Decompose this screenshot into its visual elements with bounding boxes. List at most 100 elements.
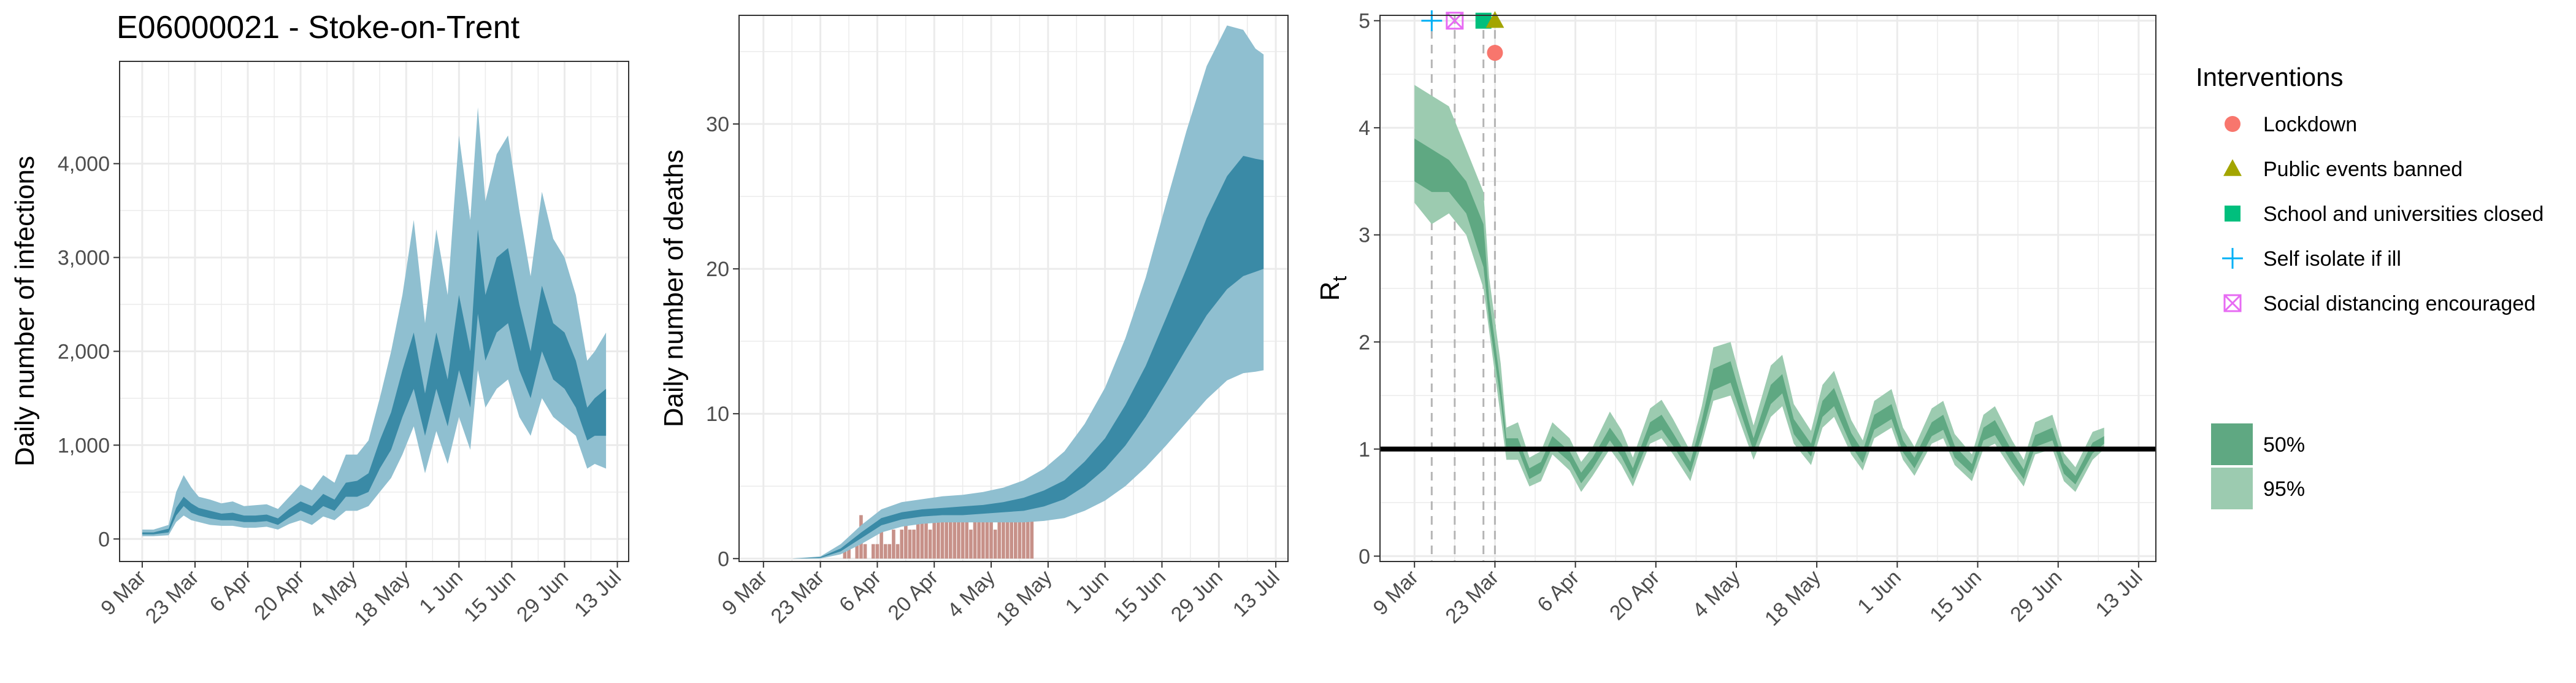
deaths-y-tick-label: 20 — [706, 258, 729, 281]
observed-deaths-bar — [1005, 515, 1010, 559]
infections-y-tick-label: 1,000 — [58, 434, 110, 457]
legend-key-public-events-banned — [2223, 159, 2242, 176]
deaths-y-axis-label: Daily number of deaths — [659, 150, 689, 427]
observed-deaths-bar — [887, 544, 892, 559]
rt-y-axis: 0 1 2 3 4 5 — [1359, 10, 1380, 568]
observed-deaths-bar — [997, 515, 1002, 559]
observed-deaths-bar — [880, 530, 883, 559]
observed-deaths-bar — [855, 544, 859, 559]
observed-deaths-bar — [895, 544, 900, 559]
observed-deaths-bar — [985, 515, 989, 559]
rt-y-axis-label: Rt — [1315, 276, 1351, 301]
deaths-y-tick-label: 30 — [706, 113, 729, 136]
observed-deaths-bar — [981, 500, 985, 559]
legend-label: Public events banned — [2263, 158, 2463, 181]
chart-title: E06000021 - Stoke-on-Trent — [117, 10, 520, 45]
observed-deaths-bar — [928, 530, 932, 559]
observed-deaths-bar — [973, 515, 977, 559]
rt-x-tick-label: 18 May — [1760, 566, 1825, 631]
observed-deaths-bar — [937, 515, 940, 559]
legend-interventions-title: Interventions — [2196, 63, 2343, 91]
legend: Interventions Lockdown Public events bann… — [2196, 63, 2543, 509]
infections-y-axis: 0 1,000 2,000 3,000 4,000 — [58, 153, 120, 551]
legend-key-lockdown — [2225, 116, 2241, 132]
legend-key-band-50 — [2211, 423, 2253, 465]
rt-panel: 0 1 2 3 4 5 9 Mar 23 Mar 6 Apr 20 Apr 4 May 18 May… — [1315, 10, 2156, 630]
legend-label: Lockdown — [2263, 113, 2357, 136]
observed-deaths-bar — [977, 515, 981, 559]
rt-x-tick-label: 15 Jun — [1925, 566, 1986, 627]
infections-y-tick-label: 2,000 — [58, 340, 110, 363]
deaths-y-axis: 0 10 20 30 — [706, 113, 739, 571]
legend-label: School and universities closed — [2263, 203, 2543, 226]
rt-grid — [1380, 15, 2156, 561]
observed-deaths-bar — [1018, 515, 1022, 559]
intervention-marker-self-isolate — [1421, 10, 1443, 31]
observed-deaths-bar — [945, 500, 948, 559]
observed-deaths-bar — [969, 530, 973, 559]
observed-deaths-bar — [863, 544, 867, 559]
legend-bands: 50% 95% — [2211, 423, 2305, 509]
observed-deaths-bar — [965, 515, 969, 559]
infections-x-tick-label: 18 May — [350, 566, 415, 631]
infections-x-tick-label: 23 Mar — [141, 566, 204, 628]
legend-label: Social distancing encouraged — [2263, 292, 2536, 315]
deaths-x-tick-label: 20 Apr — [883, 566, 942, 625]
observed-deaths-bar — [953, 515, 957, 559]
rt-x-tick-label: 4 May — [1688, 566, 1744, 622]
deaths-bands — [763, 25, 1264, 559]
infections-plot-border — [119, 61, 629, 562]
deaths-x-tick-label: 1 Jun — [1061, 566, 1114, 619]
rt-x-axis: 9 Mar 23 Mar 6 Apr 20 Apr 4 May 18 May 1 Jun 15… — [1369, 561, 2147, 630]
observed-deaths-bar — [1013, 515, 1018, 559]
infections-y-tick-label: 4,000 — [58, 153, 110, 176]
observed-deaths-bar — [1002, 515, 1005, 559]
rt-y-tick-label: 3 — [1359, 224, 1370, 247]
infections-x-tick-label: 6 Apr — [205, 566, 256, 617]
observed-deaths-bar — [903, 515, 908, 559]
rt-y-tick-label: 4 — [1359, 117, 1370, 140]
rt-x-tick-label: 23 Mar — [1441, 566, 1503, 628]
deaths-x-tick-label: 6 Apr — [835, 566, 886, 617]
rt-x-tick-label: 1 Jun — [1853, 566, 1906, 619]
observed-deaths-bar — [940, 500, 945, 559]
deaths-x-tick-label: 18 May — [992, 566, 1057, 631]
deaths-x-tick-label: 9 Mar — [718, 566, 772, 620]
observed-deaths-bar — [920, 500, 924, 559]
infections-y-tick-label: 3,000 — [58, 247, 110, 270]
infections-x-tick-label: 15 Jun — [459, 566, 520, 627]
infections-y-axis-label: Daily number of infections — [10, 156, 40, 466]
legend-label: 95% — [2263, 477, 2305, 501]
rt-y-tick-label: 2 — [1359, 331, 1370, 354]
legend-key-social-distancing — [2223, 294, 2242, 312]
deaths-plot-border — [738, 15, 1289, 562]
deaths-y-tick-label: 0 — [718, 547, 729, 571]
legend-key-self-isolate — [2222, 248, 2243, 269]
rt-x-tick-label: 6 Apr — [1533, 566, 1584, 617]
observed-deaths-bar — [892, 530, 895, 559]
legend-interventions: Lockdown Public events banned School and u… — [2222, 113, 2543, 315]
observed-deaths-bar — [1025, 515, 1030, 559]
deaths-x-tick-label: 29 Jun — [1167, 566, 1227, 627]
observed-deaths-bar — [912, 530, 916, 559]
observed-deaths-bar — [1022, 515, 1025, 559]
infections-band-50 — [142, 229, 607, 534]
observed-deaths-bar — [916, 515, 920, 559]
infections-x-tick-label: 20 Apr — [250, 566, 309, 625]
infections-y-tick-label: 0 — [98, 528, 110, 551]
infections-x-tick-label: 13 Jul — [570, 566, 626, 622]
observed-deaths-bar — [960, 515, 965, 559]
legend-label: 50% — [2263, 433, 2305, 457]
rt-y-tick-label: 1 — [1359, 438, 1370, 461]
observed-deaths-bar — [900, 530, 904, 559]
observed-deaths-bar — [1010, 500, 1014, 559]
observed-deaths-bar — [1030, 515, 1034, 559]
rt-y-axis-label-subscript: t — [1328, 276, 1351, 282]
rt-x-tick-label: 9 Mar — [1369, 566, 1423, 620]
legend-label: Self isolate if ill — [2263, 247, 2401, 271]
intervention-marker-lockdown — [1487, 45, 1503, 61]
